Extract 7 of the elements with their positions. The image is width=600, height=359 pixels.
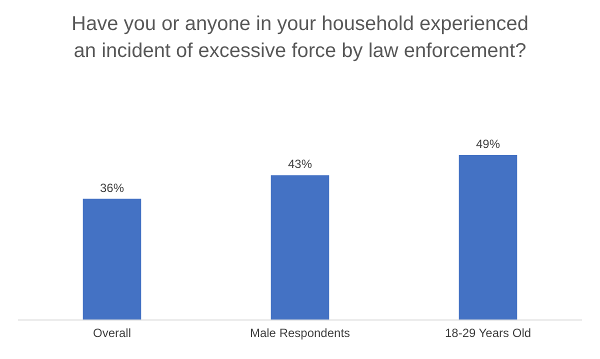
data-label: 43% bbox=[288, 157, 312, 172]
data-label: 36% bbox=[100, 180, 124, 195]
x-tick-label: Male Respondents bbox=[250, 326, 350, 340]
chart-title: Have you or anyone in your household experienced an incident of excessive force by law enforcement? bbox=[72, 13, 528, 62]
data-label: 49% bbox=[476, 137, 500, 151]
x-tick-label: 18-29 Years Old bbox=[444, 326, 532, 340]
x-tick-label: Overall bbox=[92, 326, 132, 340]
